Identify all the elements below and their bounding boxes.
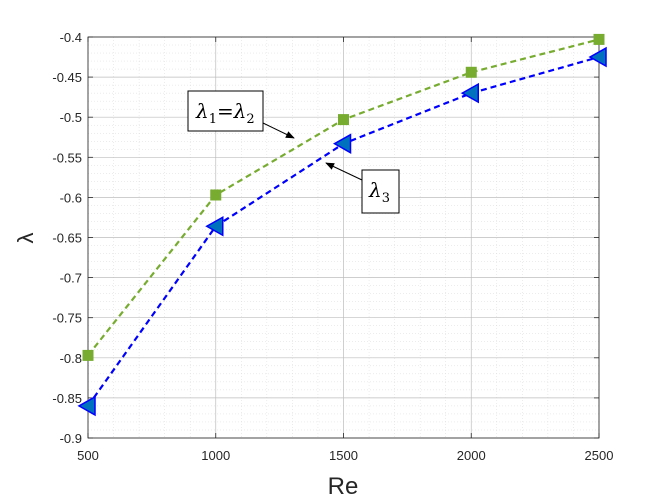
series-0-marker bbox=[465, 66, 477, 78]
series-1-marker bbox=[332, 133, 352, 154]
annotation-lambda12-symbol1: λ bbox=[195, 99, 209, 123]
y-tick-label: -0.65 bbox=[52, 231, 82, 246]
annotation-lambda3-symbol: λ bbox=[368, 178, 382, 202]
series-1-marker bbox=[77, 395, 96, 417]
y-tick-label: -0.5 bbox=[60, 110, 82, 125]
x-tick-label: 1500 bbox=[329, 448, 358, 463]
annotation-lambda3-arrow bbox=[325, 162, 363, 181]
y-tick-label: -0.7 bbox=[60, 271, 82, 286]
y-tick-label: -0.85 bbox=[52, 391, 82, 406]
series-1-marker bbox=[205, 215, 224, 237]
y-tick-label: -0.8 bbox=[60, 351, 82, 366]
y-tick-label: -0.4 bbox=[60, 30, 82, 45]
y-tick-label: -0.45 bbox=[52, 70, 82, 85]
x-tick-label: 2000 bbox=[457, 448, 486, 463]
annotation-lambda3-sub: 3 bbox=[382, 191, 390, 206]
series-0-marker bbox=[210, 189, 222, 201]
annotation-lambda3-box bbox=[361, 169, 400, 214]
annotation-lambda12-sub2: 2 bbox=[246, 112, 254, 127]
y-tick-label: -0.6 bbox=[60, 190, 82, 205]
x-tick-label: 1000 bbox=[201, 448, 230, 463]
annotation-lambda12: λ1=λ2 bbox=[187, 90, 295, 139]
annotation-lambda12-equals: = bbox=[217, 99, 234, 123]
tick-labels: 500 1000 1500 2000 2500 -0.9 -0.85 -0.8 -0.75 -0.… bbox=[52, 30, 613, 463]
x-tick-label: 2500 bbox=[585, 448, 614, 463]
y-tick-label: -0.55 bbox=[52, 150, 82, 165]
annotation-lambda12-symbol2: λ bbox=[233, 99, 247, 123]
annotation-lambda12-box bbox=[187, 90, 264, 132]
y-axis-title: λ bbox=[13, 233, 38, 244]
svg-text:λ3: λ3 bbox=[368, 178, 390, 206]
y-tick-label: -0.9 bbox=[60, 431, 82, 446]
series-0-marker bbox=[338, 114, 349, 126]
x-tick-label: 500 bbox=[77, 448, 99, 463]
series-0-marker bbox=[593, 33, 605, 45]
x-axis-title: Re bbox=[328, 473, 359, 499]
y-tick-label: -0.75 bbox=[52, 311, 82, 326]
annotation-lambda12-arrow bbox=[262, 122, 295, 139]
grid bbox=[87, 36, 600, 439]
series-1-marker bbox=[460, 82, 479, 104]
series-1-marker bbox=[588, 46, 607, 68]
svg-text:λ1=λ2: λ1=λ2 bbox=[195, 99, 255, 127]
annotation-lambda3: λ3 bbox=[325, 162, 400, 214]
series-0-marker bbox=[82, 349, 94, 361]
annotation-lambda12-sub1: 1 bbox=[209, 112, 217, 127]
series-layer bbox=[77, 33, 607, 417]
